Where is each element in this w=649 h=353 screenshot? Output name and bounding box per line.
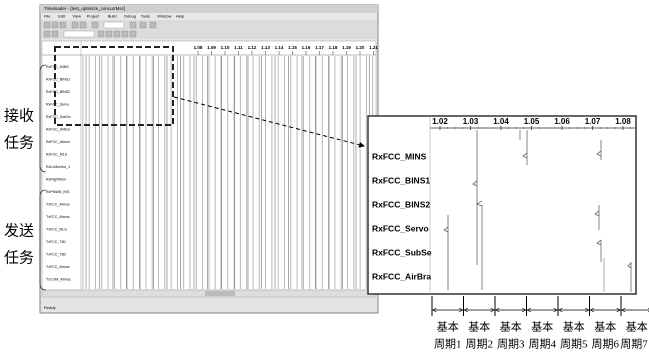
task-label: TxFCC_Atmos xyxy=(46,215,70,219)
menu-item: Window xyxy=(157,14,171,19)
task-label: TxFCC_MLS xyxy=(46,227,67,231)
app-window: Timeloader - [test_optimize_concurrMsc] … xyxy=(40,5,378,313)
task-label: TxFCC_Atmos xyxy=(46,202,70,206)
annotation: 发送 xyxy=(4,222,34,239)
task-label: RxFCC_BINS2 xyxy=(46,90,70,94)
period-label: 周期1 xyxy=(434,338,462,351)
task-label: RxFCC_Atmos xyxy=(46,140,70,144)
zoom-task-label: RxFCC_SubSe xyxy=(372,247,432,257)
task-label: RxFCC_MLS xyxy=(46,152,68,156)
ruler-label: 1.21 xyxy=(369,45,378,50)
task-label: RxFCC_MINS xyxy=(46,65,69,69)
zoom-ruler-label: 1.02 xyxy=(432,117,448,126)
zoom-task-label: RxFCC_MINS xyxy=(372,151,427,161)
menu-item: Edit xyxy=(58,14,66,19)
ruler-label: 1.08 xyxy=(194,45,203,50)
zoom-task-label: RxFCC_BINS2 xyxy=(372,199,430,209)
period-label: 基本 xyxy=(626,320,648,334)
ruler-label: 1.10 xyxy=(221,45,230,50)
menu-item: Debug xyxy=(124,14,136,19)
task-label: RxFlightMon xyxy=(46,177,66,181)
menu-item: Help xyxy=(176,14,185,19)
annotation: 接收 xyxy=(4,107,34,124)
period-label: 周期7 xyxy=(620,338,648,351)
period-label: 基本 xyxy=(468,320,490,334)
task-label: RxLcMonitor_1 xyxy=(46,165,70,169)
ruler-label: 1.09 xyxy=(207,45,216,50)
period-label: 周期5 xyxy=(560,338,588,351)
period-label: 周期3 xyxy=(497,338,525,351)
ruler-label: 1.11 xyxy=(234,45,243,50)
period-label: 周期6 xyxy=(592,338,620,351)
menu-item: File xyxy=(44,14,51,19)
zoom-ruler-label: 1.03 xyxy=(463,117,479,126)
zoom-ruler-label: 1.05 xyxy=(524,117,540,126)
zoom-ruler-label: 1.08 xyxy=(615,117,631,126)
period-label: 基本 xyxy=(594,320,616,334)
task-label: TxFCC_TB1 xyxy=(46,240,66,244)
ruler-label: 1.20 xyxy=(356,45,365,50)
menu-item: Build xyxy=(108,14,117,19)
ruler-label: 1.12 xyxy=(248,45,257,50)
period-label: 基本 xyxy=(563,320,585,334)
task-label: RxFCC_SubSe xyxy=(46,115,71,119)
annotation: 任务 xyxy=(4,134,34,151)
zoom-task-label: RxFCC_AirBra xyxy=(372,271,431,281)
task-label: RxFCC_BINS1 xyxy=(46,77,70,81)
period-label: 基本 xyxy=(531,320,553,334)
status-text: Ready xyxy=(44,305,56,310)
menu-item: Tools xyxy=(141,14,150,19)
zoom-ruler-label: 1.06 xyxy=(554,117,570,126)
task-label: TxFCC_TB2 xyxy=(46,252,66,256)
ruler-label: 1.16 xyxy=(302,45,311,50)
task-label: RxFCC_AirBra xyxy=(46,127,70,131)
annotation: 任务 xyxy=(4,249,34,266)
zoom-task-label: RxFCC_BINS1 xyxy=(372,175,430,185)
ruler-label: 1.18 xyxy=(329,45,338,50)
zoom-ruler-label: 1.07 xyxy=(585,117,601,126)
period-label: 周期4 xyxy=(529,338,557,351)
ruler-label: 1.15 xyxy=(288,45,297,50)
menu-item: View xyxy=(72,14,81,19)
ruler-label: 1.19 xyxy=(342,45,351,50)
figure: Timeloader - [test_optimize_concurrMsc] … xyxy=(0,0,649,353)
menu-item: Project xyxy=(87,14,100,19)
period-label: 周期2 xyxy=(466,338,494,351)
task-label: RxFCC_Servo xyxy=(46,102,69,106)
window-title: Timeloader - [test_optimize_concurrMsc] xyxy=(44,6,125,11)
task-label: TxCOM_Atmos xyxy=(46,277,71,281)
task-label: TxFCC_Atmos xyxy=(46,265,70,269)
task-label: RxPMAW_INS xyxy=(46,190,70,194)
zoom-ruler-label: 1.04 xyxy=(493,117,509,126)
period-label: 基本 xyxy=(500,320,522,334)
period-label: 基本 xyxy=(437,320,459,334)
ruler-label: 1.17 xyxy=(315,45,324,50)
ruler-label: 1.13 xyxy=(261,45,270,50)
zoom-task-label: RxFCC_Servo xyxy=(372,223,429,233)
ruler-label: 1.14 xyxy=(275,45,284,50)
